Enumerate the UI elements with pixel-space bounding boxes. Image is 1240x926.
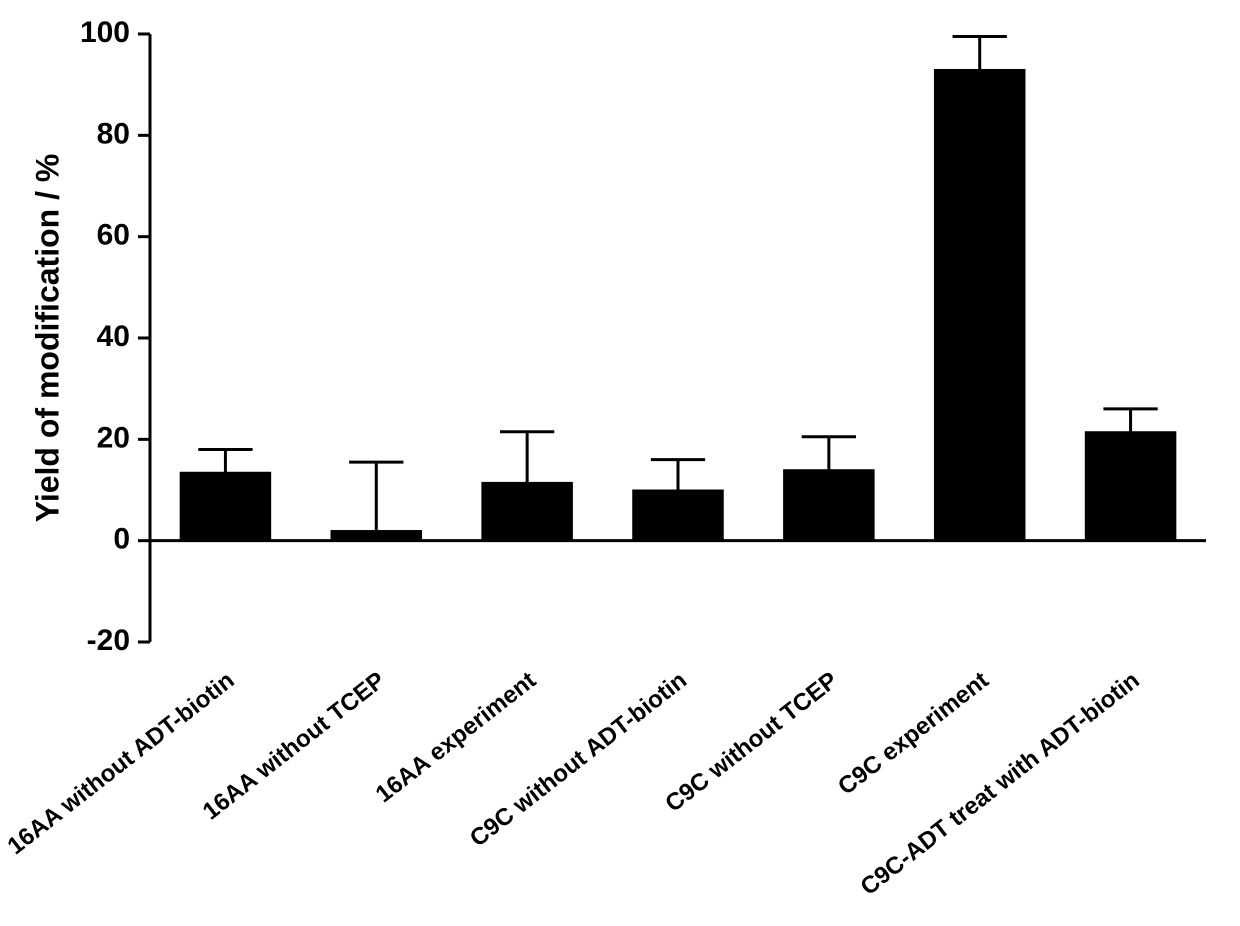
y-tick-label: 20 [97,421,130,454]
x-category-label: C9C experiment [833,667,994,801]
y-tick-label: 100 [80,16,130,49]
y-tick-label: 40 [97,320,130,353]
y-axis-label: Yield of modification / % [29,154,65,523]
bar [633,490,724,541]
y-tick-label: -20 [87,624,130,657]
bar [1085,432,1176,541]
x-category-label: C9C-ADT treat with ADT-biotin [856,667,1145,901]
bar [482,482,573,540]
y-tick-label: 60 [97,219,130,252]
bar [331,531,422,541]
bar [934,69,1025,540]
y-tick-label: 80 [97,117,130,150]
bar-chart: -20 0 20 40 60 80 100 Yield of modification / %… [0,0,1240,926]
x-category-label: 16AA without ADT-biotin [3,667,240,860]
bar [784,470,875,541]
x-category-label: 16AA experiment [371,667,541,808]
bar [180,472,271,540]
chart-svg: -20 0 20 40 60 80 100 Yield of modification / %… [0,0,1240,926]
y-tick-label: 0 [113,523,130,556]
